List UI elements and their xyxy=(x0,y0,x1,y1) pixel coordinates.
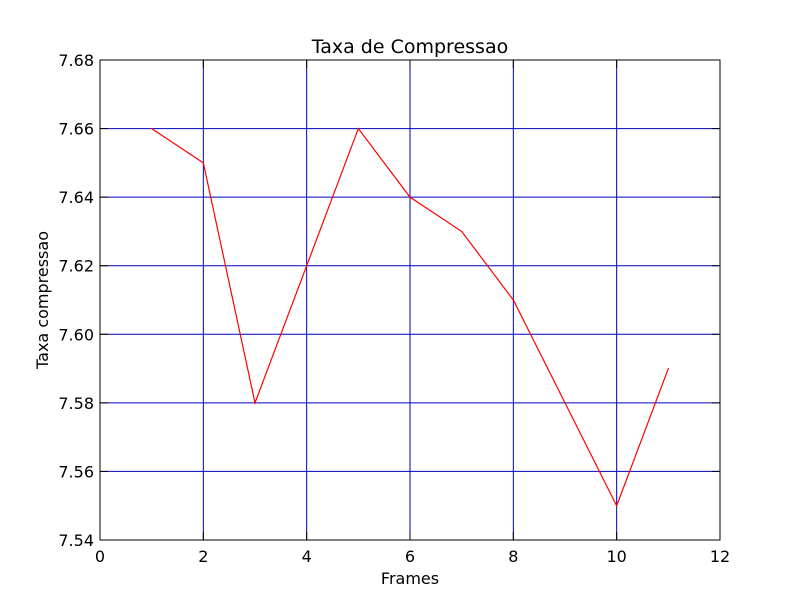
data-point xyxy=(667,367,669,370)
x-tick-label: 2 xyxy=(198,547,208,566)
x-axis-label: Frames xyxy=(381,569,439,588)
y-tick-label: 7.66 xyxy=(58,120,94,139)
x-tick-label: 6 xyxy=(405,547,415,566)
data-point xyxy=(202,162,204,164)
ticks: 0 2 4 6 8 10 12 7.54 7.56 7.58 7.60 7.62 7.64 7.66 7.6… xyxy=(58,51,730,566)
data-point xyxy=(512,299,514,301)
data-point xyxy=(357,127,359,130)
chart-title: Taxa de Compressao xyxy=(311,36,508,58)
y-tick-label: 7.64 xyxy=(58,188,94,207)
y-tick-label: 7.58 xyxy=(58,394,94,413)
data-point xyxy=(564,402,566,404)
x-tick-label: 0 xyxy=(95,547,105,566)
data-point xyxy=(151,127,153,130)
data-point xyxy=(616,505,618,507)
y-tick-label: 7.56 xyxy=(58,462,94,481)
y-tick-label: 7.60 xyxy=(58,325,94,344)
data-point xyxy=(306,265,308,267)
x-tick-label: 4 xyxy=(302,547,312,566)
x-tick-label: 8 xyxy=(508,547,518,566)
data-point xyxy=(254,402,256,404)
data-point xyxy=(409,196,411,198)
y-tick-label: 7.54 xyxy=(58,531,94,550)
y-tick-label: 7.62 xyxy=(58,257,94,276)
series-layer xyxy=(151,127,669,508)
data-point xyxy=(461,230,463,233)
y-axis-label: Taxa compressao xyxy=(33,231,52,370)
x-tick-label: 12 xyxy=(710,547,730,566)
y-tick-label: 7.68 xyxy=(58,51,94,70)
x-tick-label: 10 xyxy=(606,547,626,566)
